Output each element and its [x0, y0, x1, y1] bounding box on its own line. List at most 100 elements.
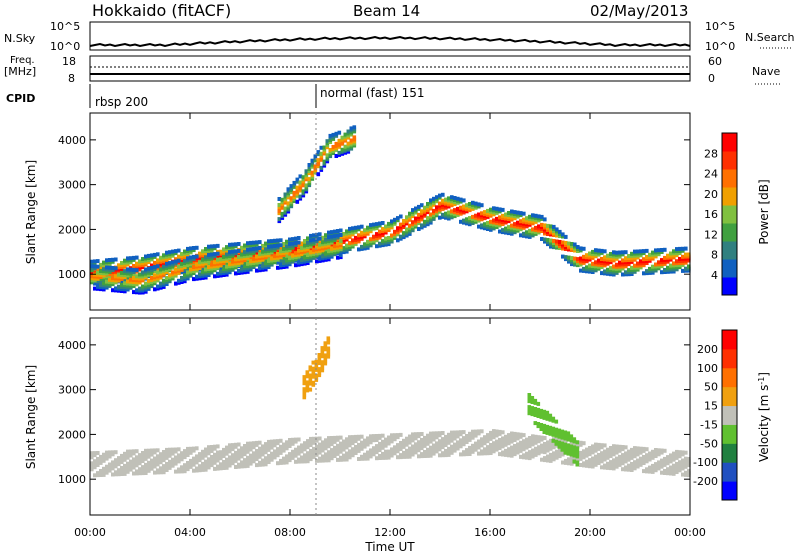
heatmap-cell: [252, 451, 256, 456]
heatmap-cell: [603, 269, 607, 274]
heatmap-cell: [90, 259, 94, 264]
heatmap-cell: [276, 453, 280, 458]
heatmap-cell: [168, 463, 172, 468]
heatmap-cell: [468, 204, 472, 209]
heatmap-cell: [357, 247, 361, 252]
heatmap-cell: [438, 443, 442, 448]
heatmap-cell: [96, 457, 100, 461]
heatmap-cell: [450, 430, 454, 435]
heatmap-cell: [384, 437, 388, 442]
heatmap-cell: [114, 266, 118, 271]
heatmap-cell: [357, 233, 361, 238]
heatmap-cell: [348, 226, 352, 231]
heatmap-cell: [117, 468, 121, 473]
heatmap-cell: [633, 267, 637, 272]
heatmap-cell: [126, 469, 130, 474]
heatmap-cell: [192, 265, 196, 269]
heatmap-cell: [405, 215, 409, 220]
heatmap-cell: [375, 244, 379, 249]
heatmap-cell: [630, 251, 634, 256]
heatmap-cell: [378, 448, 382, 452]
heatmap-cell: [240, 266, 244, 271]
heatmap-cell: [228, 242, 232, 247]
heatmap-cell: [543, 225, 547, 230]
heatmap-cell: [156, 454, 160, 459]
heatmap-cell: [510, 223, 514, 228]
freq-tick-top: 18: [62, 55, 76, 68]
heatmap-cell: [378, 229, 382, 234]
heatmap-cell: [304, 169, 309, 174]
heatmap-cell: [129, 277, 133, 282]
heatmap-cell: [426, 216, 430, 221]
heatmap-cell: [204, 255, 208, 260]
heatmap-cell: [231, 443, 235, 448]
heatmap-cell: [297, 437, 301, 442]
heatmap-cell: [510, 215, 514, 220]
heatmap-cell: [243, 462, 247, 467]
heatmap-cell: [311, 360, 316, 365]
heatmap-cell: [588, 462, 592, 467]
heatmap-cell: [102, 466, 106, 471]
heatmap-cell: [321, 254, 325, 259]
x-tick-label: 08:00: [274, 526, 306, 539]
heatmap-cell: [678, 263, 682, 268]
heatmap-cell: [159, 261, 163, 266]
heatmap-cell: [504, 448, 508, 453]
heatmap-cell: [336, 437, 340, 442]
heatmap-cell: [325, 139, 330, 144]
heatmap-cell: [681, 258, 685, 263]
heatmap-cell: [363, 452, 367, 457]
heatmap-cell: [99, 269, 103, 273]
heatmap-cell: [579, 450, 583, 455]
heatmap-cell: [352, 135, 357, 140]
heatmap-cell: [303, 239, 307, 243]
heatmap-cell: [261, 249, 265, 254]
heatmap-cell: [432, 431, 436, 436]
heatmap-cell: [264, 261, 268, 266]
heatmap-cell: [261, 243, 265, 248]
heatmap-cell: [417, 219, 421, 223]
heatmap-cell: [225, 457, 229, 462]
heatmap-cell: [447, 204, 451, 209]
heatmap-cell: [339, 245, 343, 250]
heatmap-cell: [302, 395, 307, 400]
heatmap-cell: [126, 281, 130, 286]
heatmap-cell: [684, 256, 688, 261]
velocity-heatmap: [90, 336, 691, 478]
heatmap-cell: [210, 455, 214, 459]
heatmap-cell: [292, 195, 297, 199]
heatmap-cell: [543, 456, 547, 461]
heatmap-cell: [462, 438, 466, 443]
heatmap-cell: [405, 448, 409, 453]
heatmap-cell: [351, 228, 355, 233]
heatmap-cell: [333, 448, 337, 452]
heatmap-cell: [411, 432, 415, 437]
heatmap-cell: [153, 456, 157, 461]
power-heatmap: [90, 125, 691, 295]
heatmap-cell: [648, 465, 652, 470]
heatmap-cell: [441, 431, 445, 435]
heatmap-cell: [564, 438, 568, 443]
heatmap-cell: [267, 439, 271, 444]
heatmap-cell: [186, 256, 190, 261]
heatmap-cell: [636, 249, 640, 254]
heatmap-cell: [246, 247, 250, 252]
heatmap-cell: [549, 452, 553, 457]
heatmap-cell: [660, 470, 664, 475]
heatmap-cell: [414, 218, 418, 223]
time-axis: 00:00 04:00 08:00 12:00 16:00 20:00 00:00: [74, 526, 706, 539]
heatmap-cell: [93, 259, 97, 264]
heatmap-cell: [477, 439, 481, 444]
heatmap-cell: [162, 264, 166, 269]
heatmap-cell: [639, 259, 643, 264]
heatmap-cell: [279, 249, 283, 254]
y-tick-label: 4000: [58, 339, 86, 352]
heatmap-cell: [183, 449, 187, 454]
heatmap-cell: [327, 230, 331, 235]
heatmap-cell: [324, 251, 328, 256]
heatmap-cell: [310, 170, 315, 175]
velocity-panel-frame: [89, 317, 691, 516]
heatmap-cell: [501, 436, 505, 441]
heatmap-cell: [174, 281, 178, 286]
heatmap-cell: [542, 430, 547, 434]
